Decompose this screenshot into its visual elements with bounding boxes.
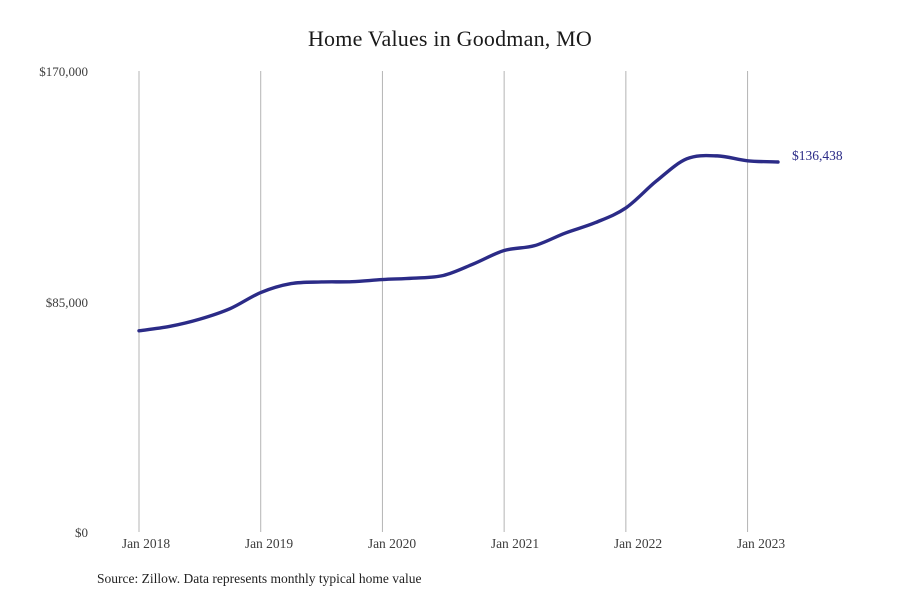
y-axis-tick-label-85000: $85,000 xyxy=(45,295,88,310)
source-note: Source: Zillow. Data represents monthly … xyxy=(97,571,422,586)
x-axis-tick-label-jan-2018: Jan 2018 xyxy=(121,536,171,551)
end-value-annotation: $136,438 xyxy=(792,148,843,163)
x-axis-tick-label-jan-2019: Jan 2019 xyxy=(244,536,294,551)
home-value-series-line xyxy=(137,153,780,333)
x-axis-tick-label-jan-2021: Jan 2021 xyxy=(490,536,540,551)
y-axis-tick-label-0: $0 xyxy=(75,525,88,540)
chart-title: Home Values in Goodman, MO xyxy=(307,26,593,51)
gridlines xyxy=(138,71,749,532)
y-axis-tick-label-170000: $170,000 xyxy=(39,64,88,79)
x-axis-tick-label-jan-2020: Jan 2020 xyxy=(367,536,417,551)
x-axis-tick-label-jan-2022: Jan 2022 xyxy=(613,536,663,551)
x-axis-tick-label-jan-2023: Jan 2023 xyxy=(736,536,786,551)
